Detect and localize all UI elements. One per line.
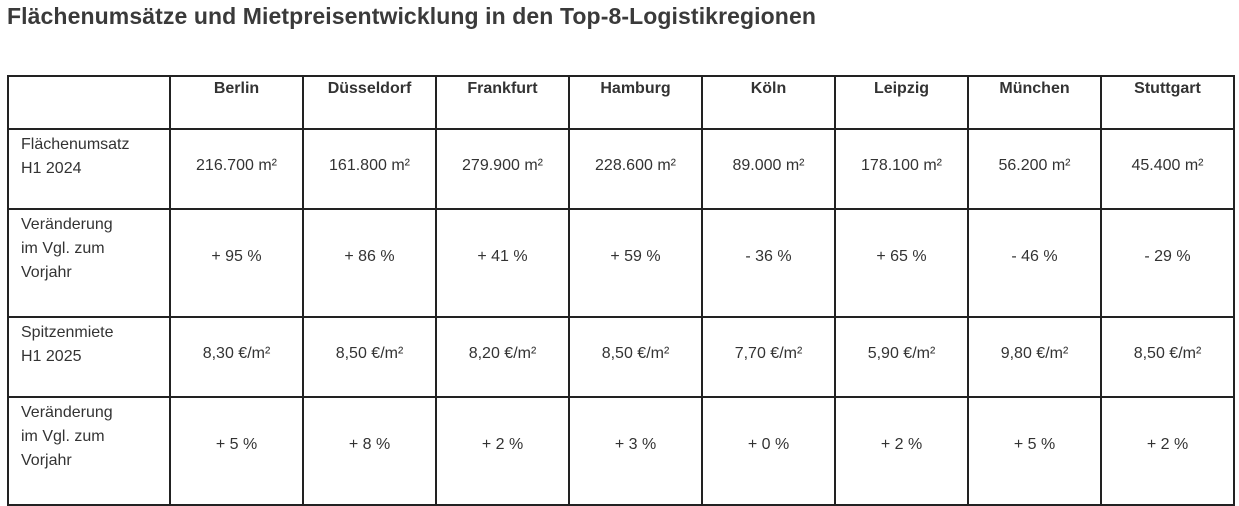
column-header-koeln: Köln	[701, 75, 836, 130]
table-cell: 228.600 m²	[568, 128, 703, 210]
table-cell: + 65 %	[834, 208, 969, 318]
table-cell: 56.200 m²	[967, 128, 1102, 210]
table-cell: 5,90 €/m²	[834, 316, 969, 398]
table-cell: + 41 %	[435, 208, 570, 318]
table-cell: + 5 %	[169, 396, 304, 506]
table-cell: + 3 %	[568, 396, 703, 506]
table-cell: 161.800 m²	[302, 128, 437, 210]
row-label: Spitzenmiete H1 2025	[7, 316, 171, 398]
table-cell: 8,30 €/m²	[169, 316, 304, 398]
table-cell: + 2 %	[435, 396, 570, 506]
row-label-line: Veränderung	[21, 216, 113, 233]
table-cell: + 59 %	[568, 208, 703, 318]
table-cell: - 46 %	[967, 208, 1102, 318]
table-cell: 8,50 €/m²	[568, 316, 703, 398]
table-row-spitzenmiete: Spitzenmiete H1 2025 8,30 €/m² 8,50 €/m²…	[7, 316, 1235, 398]
table-cell: + 95 %	[169, 208, 304, 318]
table-cell: 89.000 m²	[701, 128, 836, 210]
row-label-line: Flächenumsatz	[21, 136, 130, 153]
column-header-stuttgart: Stuttgart	[1100, 75, 1235, 130]
table-row-veraenderung-miete: Veränderung im Vgl. zum Vorjahr + 5 % + …	[7, 396, 1235, 506]
row-label-line: H1 2025	[21, 348, 82, 365]
table-cell: + 8 %	[302, 396, 437, 506]
table-cell: 279.900 m²	[435, 128, 570, 210]
column-header-hamburg: Hamburg	[568, 75, 703, 130]
table-cell: 8,50 €/m²	[302, 316, 437, 398]
page-title: Flächenumsätze und Mietpreisentwicklung …	[7, 3, 816, 29]
column-header-frankfurt: Frankfurt	[435, 75, 570, 130]
header-row: Berlin Düsseldorf Frankfurt Hamburg Köln…	[7, 75, 1235, 130]
row-label-line: im Vgl. zum	[21, 240, 105, 257]
table-cell: 45.400 m²	[1100, 128, 1235, 210]
row-label-line: Vorjahr	[21, 452, 72, 469]
corner-cell	[7, 75, 171, 130]
table-cell: 8,50 €/m²	[1100, 316, 1235, 398]
row-label-line: Veränderung	[21, 404, 113, 421]
row-label-line: im Vgl. zum	[21, 428, 105, 445]
table-cell: - 29 %	[1100, 208, 1235, 318]
column-header-duesseldorf: Düsseldorf	[302, 75, 437, 130]
row-label: Flächenumsatz H1 2024	[7, 128, 171, 210]
table-cell: + 0 %	[701, 396, 836, 506]
column-header-berlin: Berlin	[169, 75, 304, 130]
column-header-leipzig: Leipzig	[834, 75, 969, 130]
table-cell: 216.700 m²	[169, 128, 304, 210]
table-row-flaechenumsatz: Flächenumsatz H1 2024 216.700 m² 161.800…	[7, 128, 1235, 210]
table-row-veraenderung-umsatz: Veränderung im Vgl. zum Vorjahr + 95 % +…	[7, 208, 1235, 318]
logistics-table: Berlin Düsseldorf Frankfurt Hamburg Köln…	[7, 75, 1235, 506]
row-label-line: Spitzenmiete	[21, 324, 114, 341]
table-cell: + 5 %	[967, 396, 1102, 506]
table-cell: 9,80 €/m²	[967, 316, 1102, 398]
row-label: Veränderung im Vgl. zum Vorjahr	[7, 208, 171, 318]
table-cell: - 36 %	[701, 208, 836, 318]
table-cell: + 2 %	[834, 396, 969, 506]
table-cell: + 86 %	[302, 208, 437, 318]
row-label-line: Vorjahr	[21, 264, 72, 281]
row-label: Veränderung im Vgl. zum Vorjahr	[7, 396, 171, 506]
column-header-muenchen: München	[967, 75, 1102, 130]
table-cell: 178.100 m²	[834, 128, 969, 210]
table-cell: 7,70 €/m²	[701, 316, 836, 398]
table-cell: 8,20 €/m²	[435, 316, 570, 398]
row-label-line: H1 2024	[21, 160, 82, 177]
table-cell: + 2 %	[1100, 396, 1235, 506]
